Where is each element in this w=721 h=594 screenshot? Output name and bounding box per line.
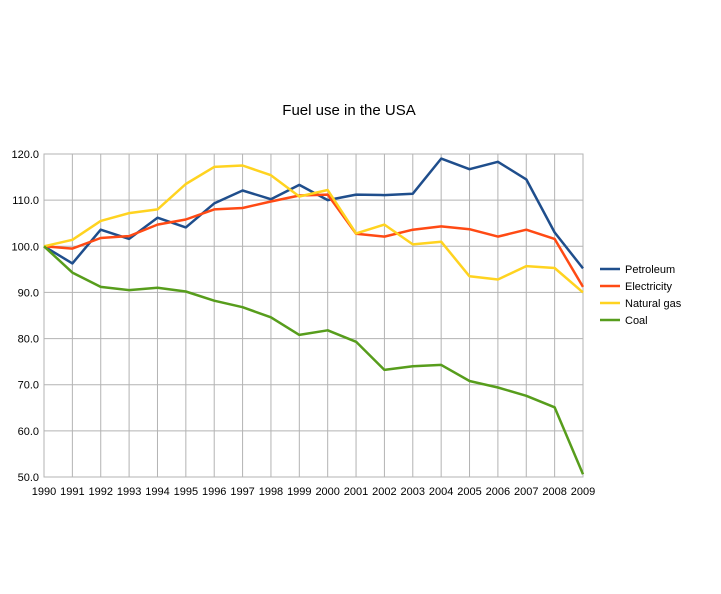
x-tick-label: 1997 <box>230 486 254 498</box>
y-tick-label: 100.0 <box>11 241 39 253</box>
y-tick-label: 90.0 <box>18 287 39 299</box>
y-tick-label: 50.0 <box>18 472 39 484</box>
x-tick-label: 2007 <box>514 486 538 498</box>
y-tick-label: 60.0 <box>18 426 39 438</box>
x-tick-label: 2006 <box>486 486 510 498</box>
x-tick-label: 1996 <box>202 486 226 498</box>
legend-label-electricity: Electricity <box>625 281 673 293</box>
x-tick-label: 1998 <box>259 486 283 498</box>
plot-area-frame <box>43 153 584 478</box>
x-tick-label: 2003 <box>401 486 425 498</box>
series-lines <box>43 157 585 475</box>
series-line-natural-gas <box>43 164 584 294</box>
x-tick-label: 2000 <box>315 486 339 498</box>
series-line-electricity <box>43 193 585 288</box>
chart-title: Fuel use in the USA <box>282 102 415 119</box>
y-tick-label: 120.0 <box>11 149 39 161</box>
x-tick-label: 2001 <box>344 486 368 498</box>
x-tick-label: 1995 <box>174 486 198 498</box>
series-line-coal <box>43 245 585 475</box>
legend: Petroleum Electricity Natural gas Coal <box>600 264 682 327</box>
x-tick-label: 2009 <box>571 486 595 498</box>
x-tick-label: 1993 <box>117 486 141 498</box>
grid-lines <box>43 153 584 478</box>
y-tick-label: 70.0 <box>18 380 39 392</box>
x-tick-label: 1994 <box>145 486 169 498</box>
x-tick-label: 2008 <box>542 486 566 498</box>
x-tick-label: 2002 <box>372 486 396 498</box>
x-tick-label: 1990 <box>32 486 56 498</box>
legend-label-petroleum: Petroleum <box>625 264 675 276</box>
y-tick-label: 80.0 <box>18 334 39 346</box>
legend-label-natural-gas: Natural gas <box>625 298 682 310</box>
legend-label-coal: Coal <box>625 315 648 327</box>
y-axis-tick-labels: 50.0 60.0 70.0 80.0 90.0 100.0 110.0 120.0 <box>11 149 39 484</box>
x-tick-label: 2005 <box>457 486 481 498</box>
x-axis-tick-labels: 1990 1991 1992 1993 1994 1995 1996 1997 1998 1999… <box>32 486 595 498</box>
x-tick-label: 1992 <box>88 486 112 498</box>
x-tick-label: 2004 <box>429 486 453 498</box>
y-tick-label: 110.0 <box>12 195 39 207</box>
x-tick-label: 1999 <box>287 486 311 498</box>
x-tick-label: 1991 <box>60 486 84 498</box>
